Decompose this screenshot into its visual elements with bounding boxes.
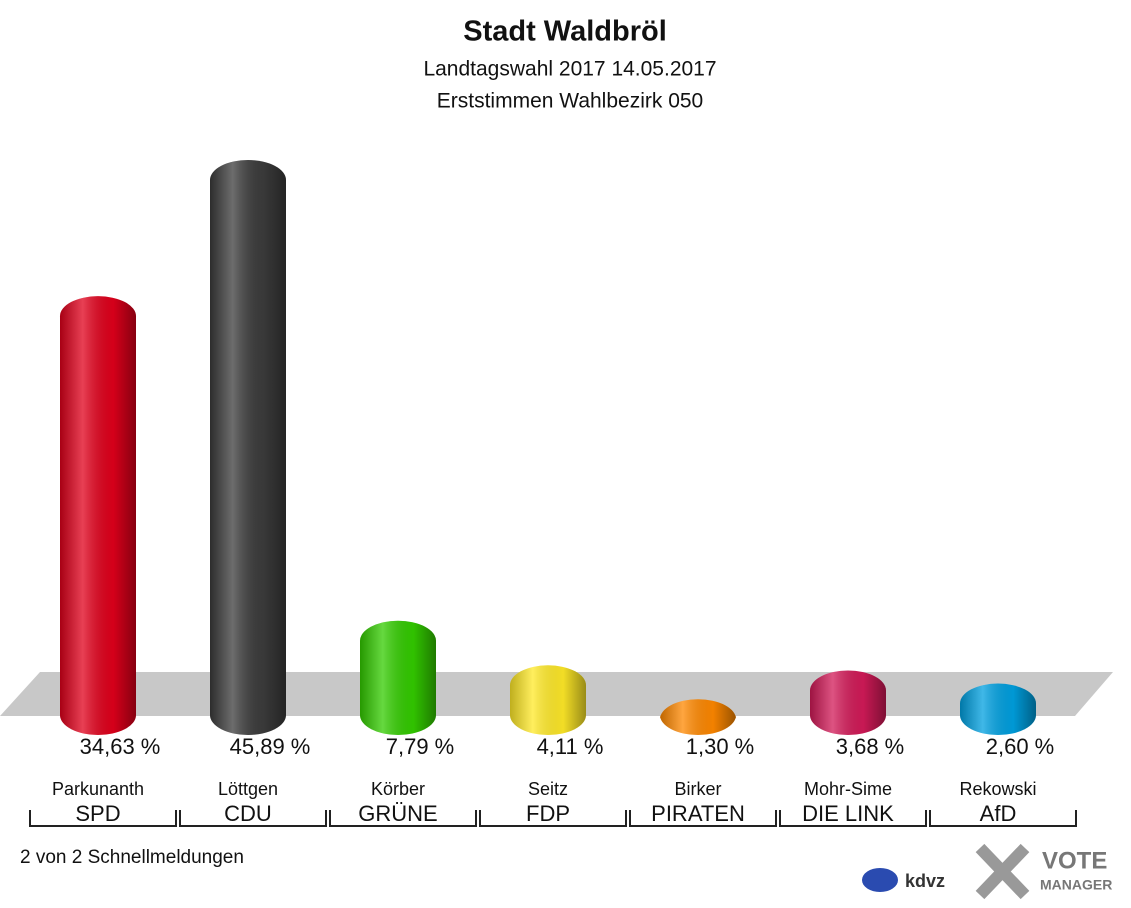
candidate-label: Löttgen xyxy=(218,779,278,799)
bracket xyxy=(29,810,177,827)
bar-shade xyxy=(510,665,586,735)
candidate-label: Mohr-Sime xyxy=(804,779,892,799)
subtitle: Landtagswahl 2017 14.05.2017 xyxy=(423,58,716,81)
value-label: 4,11 % xyxy=(537,734,604,759)
value-label: 34,63 % xyxy=(80,734,161,759)
party-label: PIRATEN xyxy=(651,801,745,826)
bracket xyxy=(929,810,1077,827)
logo-text: MANAGER xyxy=(1040,877,1112,893)
party-label: SPD xyxy=(75,801,120,826)
value-label: 2,60 % xyxy=(986,734,1055,759)
candidate-label: Rekowski xyxy=(959,779,1036,799)
logo-dot xyxy=(862,868,898,892)
bar-shade xyxy=(660,699,736,735)
party-label: FDP xyxy=(526,801,570,826)
value-label: 7,79 % xyxy=(386,734,455,759)
bracket xyxy=(629,810,777,827)
logo-text: VOTE xyxy=(1042,847,1107,874)
bar-shade xyxy=(210,160,286,735)
logo-text: kdvz xyxy=(905,871,945,891)
bracket xyxy=(179,810,327,827)
logo: kdvz VOTE MANAGER xyxy=(862,843,1112,900)
candidate-label: Birker xyxy=(674,779,721,799)
candidate-label: Körber xyxy=(371,779,425,799)
candidate-label: Seitz xyxy=(528,779,568,799)
bar-shade xyxy=(360,620,436,735)
value-label: 45,89 % xyxy=(230,734,311,759)
value-label: 3,68 % xyxy=(836,734,905,759)
bar-shade xyxy=(810,670,886,735)
chart-title: Stadt Waldbröl xyxy=(463,16,667,48)
bar-shade xyxy=(60,296,136,735)
bracket xyxy=(479,810,627,827)
bar-shade xyxy=(960,683,1036,735)
party-label: AfD xyxy=(980,801,1017,826)
party-label: DIE LINK xyxy=(802,801,894,826)
footer: 2 von 2 Schnellmeldungen xyxy=(20,847,244,868)
bracket xyxy=(329,810,477,827)
logo-cross xyxy=(975,843,1030,900)
value-label: 1,30 % xyxy=(686,734,755,759)
subtitle: Erststimmen Wahlbezirk 050 xyxy=(437,90,703,113)
bracket xyxy=(779,810,927,827)
party-label: CDU xyxy=(224,801,272,826)
candidate-label: Parkunanth xyxy=(52,779,144,799)
party-label: GRÜNE xyxy=(358,801,437,826)
